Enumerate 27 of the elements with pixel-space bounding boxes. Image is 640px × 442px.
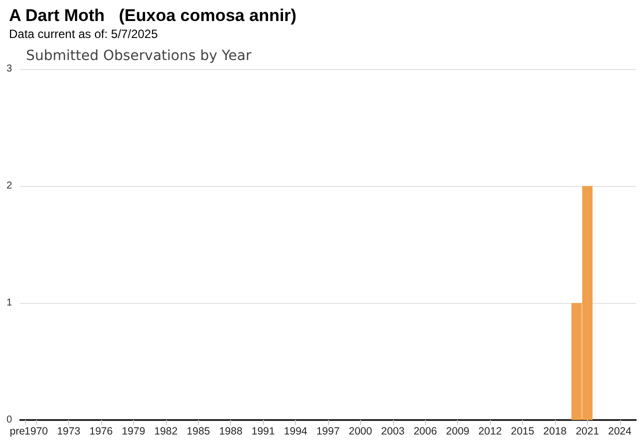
chart-title: A Dart Moth (Euxoa comosa annir) (9, 6, 296, 25)
x-tick-label: 1982 (154, 426, 178, 438)
x-tick-label: 2009 (446, 426, 470, 438)
y-tick-label: 2 (6, 180, 12, 192)
x-tick-label: 2000 (348, 426, 372, 438)
x-tick-label: 1979 (122, 426, 146, 438)
y-tick-label: 1 (6, 298, 12, 308)
chart-subtitle: Data current as of: 5/7/2025 (9, 27, 158, 41)
x-tick-label: 1994 (284, 426, 308, 438)
x-tick-label: 1970 (24, 426, 48, 438)
y-tick-label: 0 (6, 414, 12, 426)
x-tick-label: 2012 (478, 426, 502, 438)
x-tick-label: 1988 (219, 426, 243, 438)
text: Submitted Observations by Year (26, 48, 252, 64)
x-tick-label: 1976 (89, 426, 113, 438)
x-tick-label: 1991 (251, 426, 275, 438)
x-tick-label: 1985 (186, 426, 210, 438)
x-tick-label: 2018 (543, 426, 567, 438)
y-tick-label: 3 (6, 64, 12, 74)
x-tick-label: 2015 (510, 426, 534, 438)
x-tick-label: 1973 (56, 426, 80, 438)
x-tick-label: 1997 (316, 426, 340, 438)
x-tick-label: 2003 (381, 426, 405, 438)
x-tick-label: 2021 (576, 426, 600, 438)
x-tick-label: pre (10, 426, 26, 438)
x-tick-label: 2006 (414, 426, 438, 438)
x-tick-label: 2024 (608, 426, 632, 438)
